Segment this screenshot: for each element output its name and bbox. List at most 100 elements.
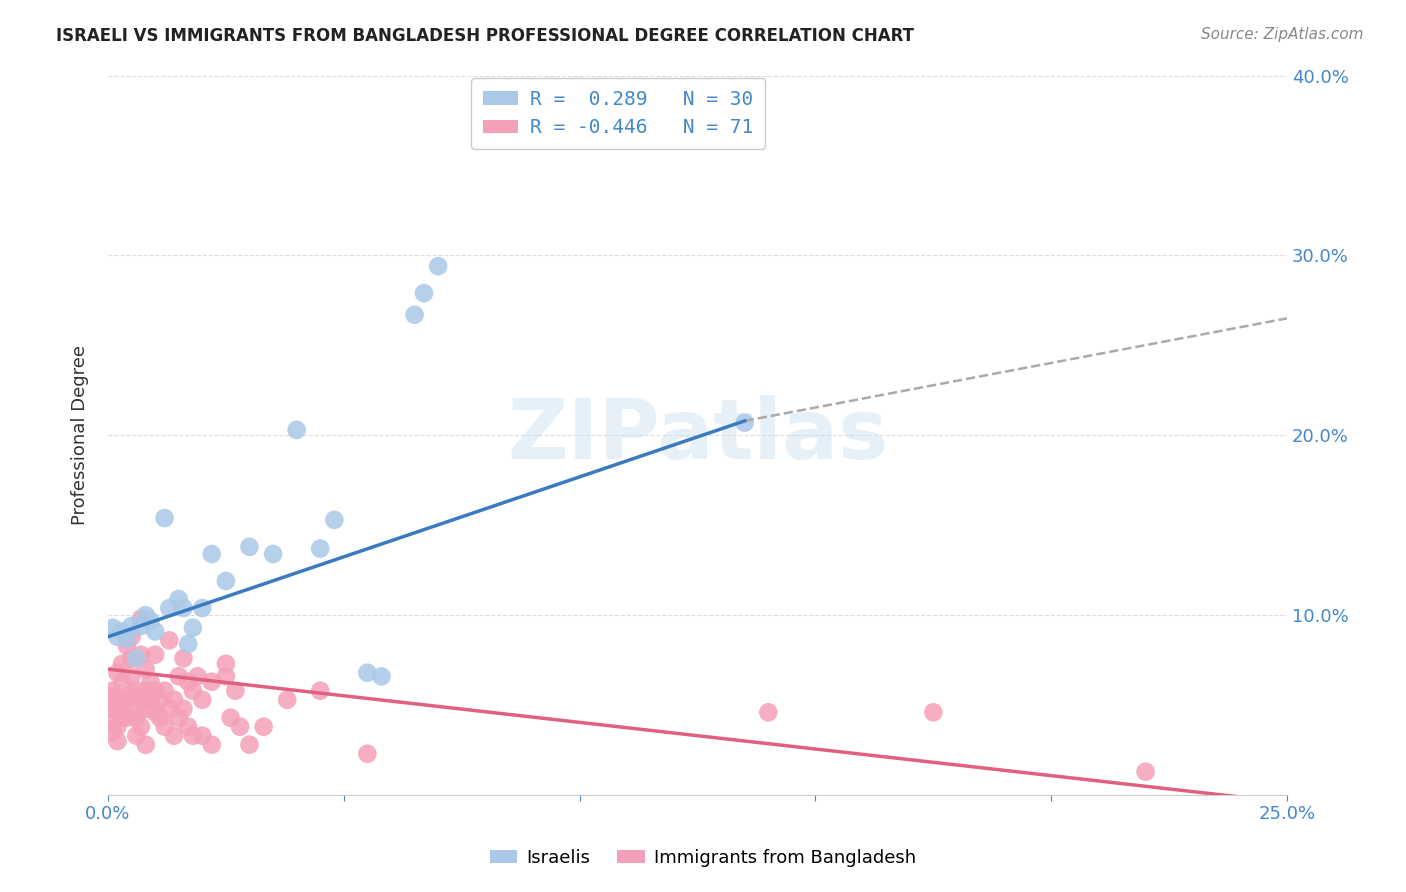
Point [125, 702, 148, 716]
Point [1135, 764, 1157, 779]
Point [157, 601, 180, 615]
Point [285, 423, 308, 437]
Point [135, 738, 157, 752]
Point [224, 683, 246, 698]
Point [111, 711, 134, 725]
Point [129, 720, 152, 734]
Text: Source: ZipAtlas.com: Source: ZipAtlas.com [1201, 27, 1364, 42]
Point [111, 624, 134, 639]
Point [149, 711, 172, 725]
Point [121, 630, 143, 644]
Point [201, 674, 224, 689]
Text: ZIPatlas: ZIPatlas [508, 395, 889, 475]
Point [153, 511, 176, 525]
Point [163, 692, 186, 706]
Point [153, 683, 176, 698]
Point [191, 601, 214, 615]
Point [404, 308, 426, 322]
Point [167, 592, 190, 607]
Point [276, 692, 298, 706]
Point [107, 665, 129, 680]
Point [215, 574, 238, 588]
Point [115, 639, 138, 653]
Point [101, 702, 124, 716]
Point [219, 711, 242, 725]
Point [135, 683, 157, 698]
Point [129, 648, 152, 662]
Y-axis label: Professional Degree: Professional Degree [72, 345, 89, 525]
Point [143, 624, 166, 639]
Point [101, 725, 124, 739]
Point [181, 729, 204, 743]
Point [139, 674, 162, 689]
Point [177, 637, 200, 651]
Point [215, 669, 238, 683]
Point [129, 692, 152, 706]
Point [163, 729, 186, 743]
Point [135, 608, 157, 623]
Point [157, 633, 180, 648]
Point [115, 692, 138, 706]
Point [413, 286, 436, 301]
Point [129, 619, 152, 633]
Point [125, 729, 148, 743]
Point [125, 683, 148, 698]
Point [172, 702, 194, 716]
Legend: R =  0.289   N = 30, R = -0.446   N = 71: R = 0.289 N = 30, R = -0.446 N = 71 [471, 78, 765, 149]
Point [201, 738, 224, 752]
Legend: Israelis, Immigrants from Bangladesh: Israelis, Immigrants from Bangladesh [484, 842, 922, 874]
Point [139, 692, 162, 706]
Point [107, 734, 129, 748]
Point [107, 630, 129, 644]
Point [101, 621, 124, 635]
Point [262, 547, 284, 561]
Point [172, 601, 194, 615]
Point [121, 651, 143, 665]
Point [143, 706, 166, 720]
Point [356, 747, 378, 761]
Point [309, 541, 332, 556]
Point [101, 689, 124, 703]
Point [143, 683, 166, 698]
Point [191, 692, 214, 706]
Point [115, 711, 138, 725]
Point [135, 662, 157, 676]
Point [238, 738, 260, 752]
Point [111, 657, 134, 671]
Point [125, 711, 148, 725]
Point [187, 669, 209, 683]
Point [135, 702, 157, 716]
Point [101, 683, 124, 698]
Point [107, 720, 129, 734]
Point [734, 416, 756, 430]
Point [191, 729, 214, 743]
Text: ISRAELI VS IMMIGRANTS FROM BANGLADESH PROFESSIONAL DEGREE CORRELATION CHART: ISRAELI VS IMMIGRANTS FROM BANGLADESH PR… [56, 27, 914, 45]
Point [922, 706, 945, 720]
Point [129, 612, 152, 626]
Point [229, 720, 252, 734]
Point [177, 674, 200, 689]
Point [356, 665, 378, 680]
Point [107, 702, 129, 716]
Point [215, 657, 238, 671]
Point [121, 687, 143, 701]
Point [427, 259, 450, 273]
Point [309, 683, 332, 698]
Point [167, 711, 190, 725]
Point [756, 706, 779, 720]
Point [115, 632, 138, 646]
Point [167, 669, 190, 683]
Point [139, 614, 162, 628]
Point [181, 621, 204, 635]
Point [111, 692, 134, 706]
Point [370, 669, 392, 683]
Point [149, 692, 172, 706]
Point [101, 716, 124, 731]
Point [238, 540, 260, 554]
Point [253, 720, 276, 734]
Point [143, 648, 166, 662]
Point [121, 669, 143, 683]
Point [323, 513, 346, 527]
Point [172, 651, 194, 665]
Point [153, 720, 176, 734]
